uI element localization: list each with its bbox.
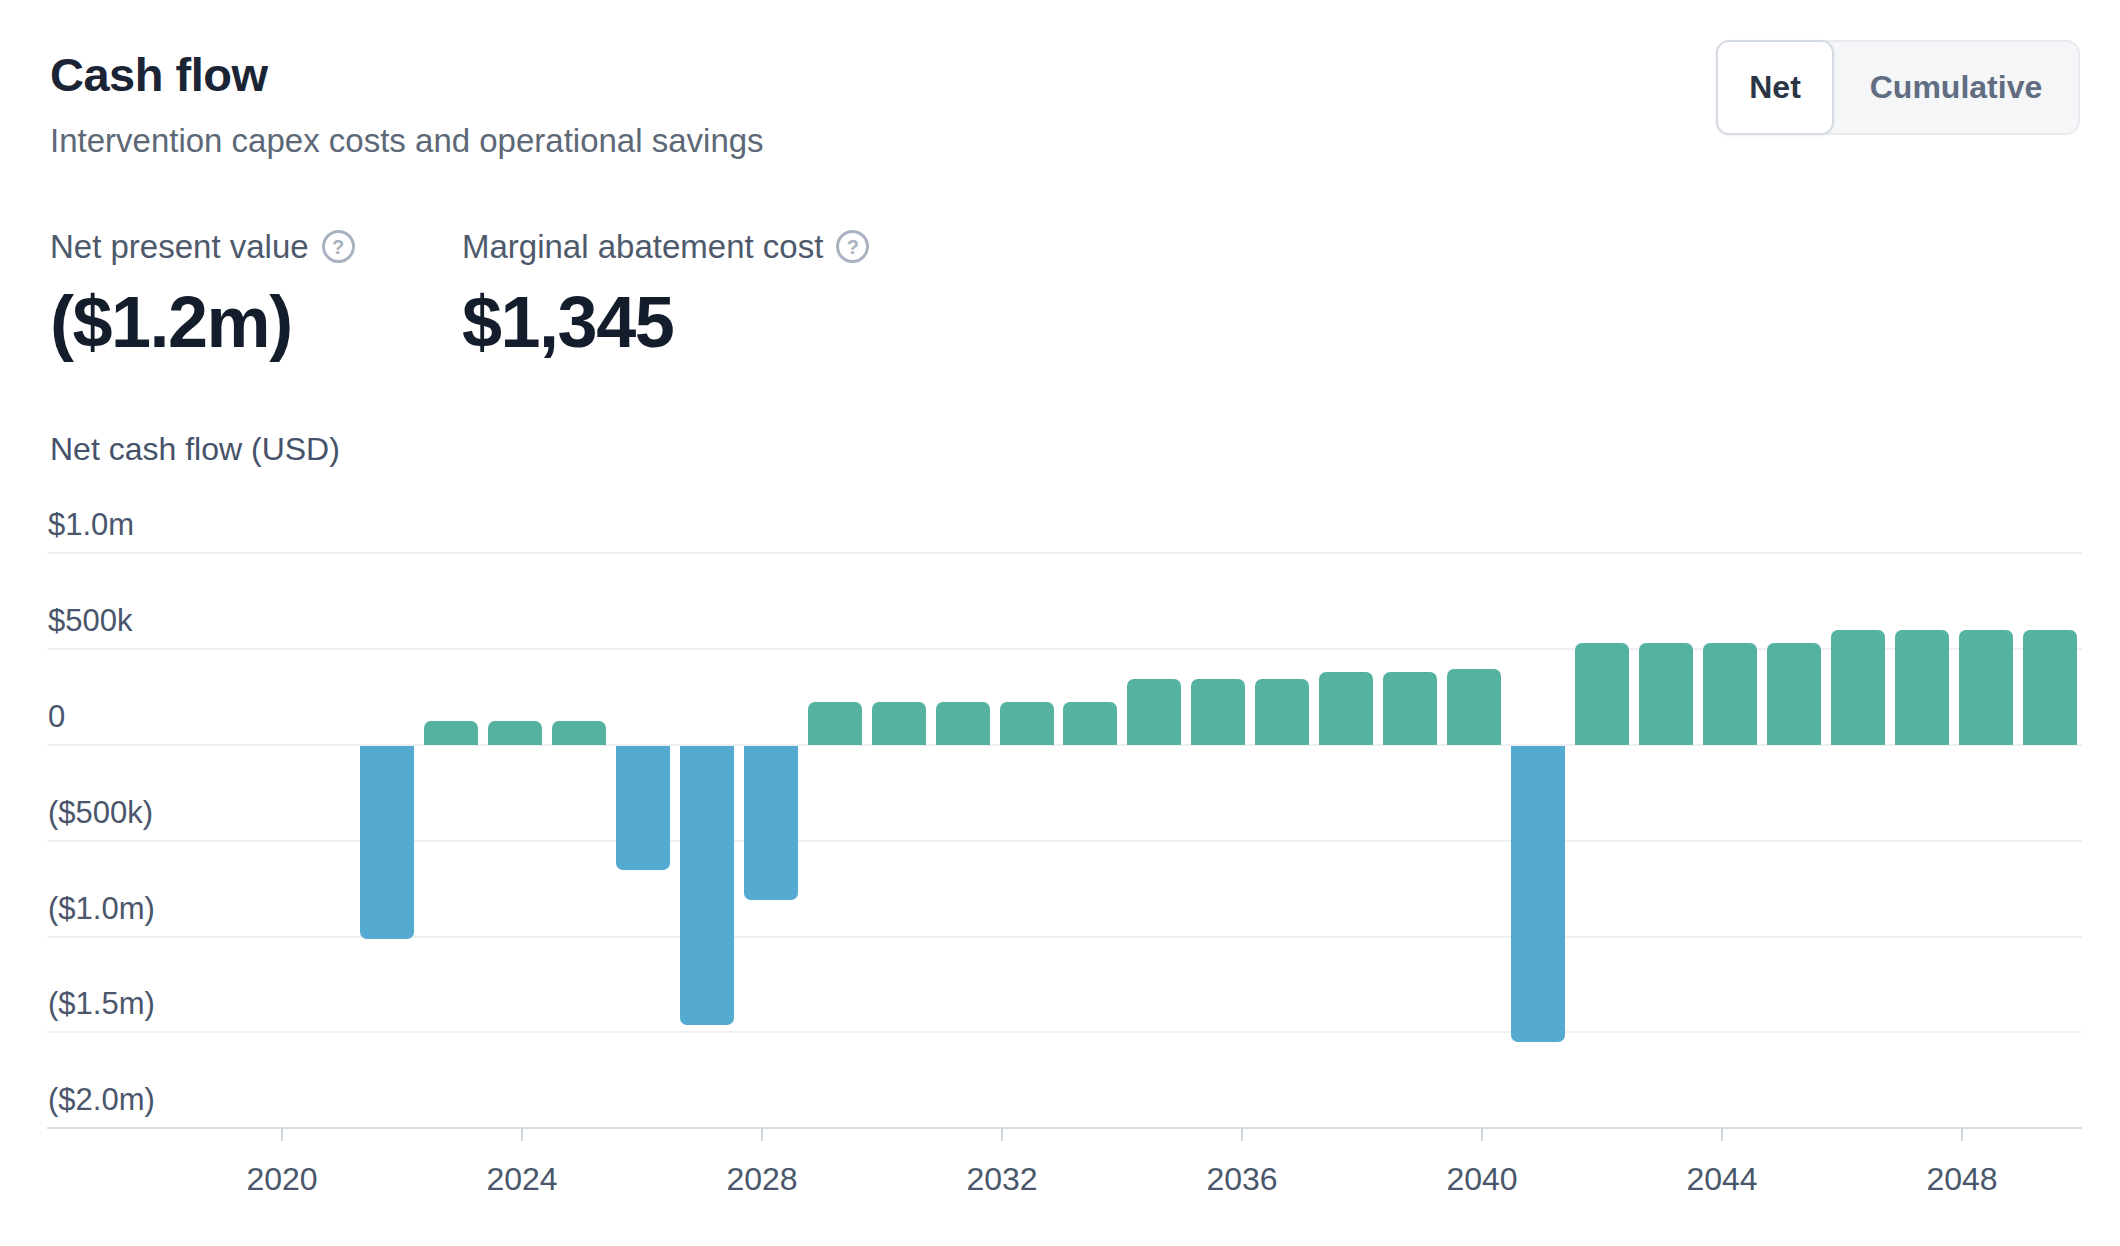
x-tick-label: 2044: [1662, 1163, 1782, 1195]
cash-flow-card: Cash flow Intervention capex costs and o…: [0, 0, 2120, 1246]
bar-2022[interactable]: [360, 746, 414, 939]
bar-2036[interactable]: [1255, 679, 1309, 745]
x-tick-label: 2028: [702, 1163, 822, 1195]
bar-2033[interactable]: [1063, 702, 1117, 745]
x-axis-line: [47, 1127, 2082, 1129]
bar-2044[interactable]: [1767, 643, 1821, 745]
bar-2024[interactable]: [488, 721, 542, 745]
bar-2037[interactable]: [1319, 672, 1373, 745]
bar-2032[interactable]: [1000, 702, 1054, 745]
bar-2040[interactable]: [1511, 746, 1565, 1042]
bar-2029[interactable]: [808, 702, 862, 745]
bar-2034[interactable]: [1127, 679, 1181, 745]
bar-2027[interactable]: [680, 746, 734, 1025]
y-tick-label: ($1.5m): [48, 988, 155, 1019]
bar-2025[interactable]: [552, 721, 606, 745]
x-tick-mark: [1241, 1128, 1243, 1141]
cash-flow-chart: $1.0m $500k 0 ($500k) ($1.0m) ($1.5m) ($2.0m) 2…: [0, 0, 2120, 1246]
x-tick-label: 2032: [942, 1163, 1062, 1195]
x-tick-mark: [1961, 1128, 1963, 1141]
bar-2046[interactable]: [1895, 630, 1949, 745]
x-tick-label: 2036: [1182, 1163, 1302, 1195]
bar-2039[interactable]: [1447, 669, 1501, 745]
x-tick-label: 2020: [222, 1163, 342, 1195]
bar-2030[interactable]: [872, 702, 926, 745]
x-tick-mark: [281, 1128, 283, 1141]
x-tick-label: 2024: [462, 1163, 582, 1195]
gridline: [47, 936, 2082, 938]
y-tick-label: $500k: [48, 605, 132, 636]
y-tick-label: ($1.0m): [48, 893, 155, 924]
bar-2038[interactable]: [1383, 672, 1437, 745]
x-tick-mark: [1001, 1128, 1003, 1141]
bar-2042[interactable]: [1639, 643, 1693, 745]
x-tick-label: 2048: [1902, 1163, 2022, 1195]
bar-2028[interactable]: [744, 746, 798, 900]
y-tick-label: 0: [48, 701, 65, 732]
bar-2035[interactable]: [1191, 679, 1245, 745]
x-tick-label: 2040: [1422, 1163, 1542, 1195]
bar-2041[interactable]: [1575, 643, 1629, 745]
x-tick-mark: [1721, 1128, 1723, 1141]
x-tick-mark: [761, 1128, 763, 1141]
bar-2026[interactable]: [616, 746, 670, 870]
y-tick-label: $1.0m: [48, 509, 134, 540]
gridline: [47, 552, 2082, 554]
bar-2045[interactable]: [1831, 630, 1885, 745]
bar-2023[interactable]: [424, 721, 478, 745]
y-tick-label: ($500k): [48, 797, 153, 828]
bar-2031[interactable]: [936, 702, 990, 745]
bar-2047[interactable]: [1959, 630, 2013, 745]
x-tick-mark: [521, 1128, 523, 1141]
gridline: [47, 1031, 2082, 1033]
y-tick-label: ($2.0m): [48, 1084, 155, 1115]
bar-2048[interactable]: [2023, 630, 2077, 745]
x-tick-mark: [1481, 1128, 1483, 1141]
gridline: [47, 840, 2082, 842]
bar-2043[interactable]: [1703, 643, 1757, 745]
